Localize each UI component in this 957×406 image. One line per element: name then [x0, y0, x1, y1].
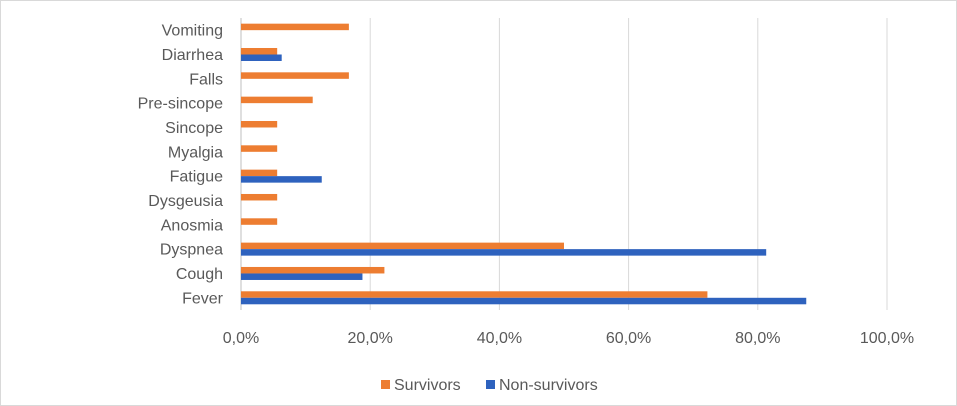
category-labels: Vomiting Diarrhea Falls Pre-sincope Sincope M…	[138, 23, 224, 308]
category-label: Fatigue	[170, 169, 223, 186]
bars	[241, 23, 807, 305]
category-label: Falls	[189, 71, 223, 88]
survivors-bar	[241, 218, 278, 225]
survivors-bar	[241, 47, 278, 55]
category-label: Dysgeusia	[148, 193, 223, 210]
x-tick-labels: 0,0% 20,0% 40,0% 60,0% 80,0% 100,0%	[223, 330, 914, 347]
category-label: Vomiting	[162, 23, 223, 40]
legend-swatch	[486, 380, 495, 389]
survivors-bar	[241, 291, 708, 298]
survivors-bar	[241, 96, 313, 104]
legend-label: Survivors	[394, 377, 461, 394]
x-tick-label: 60,0%	[606, 330, 651, 347]
survivors-bar	[241, 72, 349, 79]
x-tick-label: 20,0%	[348, 330, 393, 347]
non-survivors-bar	[241, 297, 807, 305]
legend-swatch	[381, 380, 390, 389]
category-label: Anosmia	[161, 217, 223, 234]
x-tick-label: 0,0%	[223, 330, 259, 347]
non-survivors-bar	[241, 273, 363, 280]
category-label: Fever	[182, 290, 224, 307]
non-survivors-bar	[241, 249, 767, 256]
category-label: Pre-sincope	[138, 96, 223, 113]
survivors-bar	[241, 193, 278, 201]
category-label: Diarrhea	[162, 47, 223, 64]
x-tick-label: 100,0%	[860, 330, 914, 347]
category-label: Sincope	[165, 120, 223, 137]
survivors-bar	[241, 266, 385, 274]
survivors-bar	[241, 120, 278, 128]
x-tick-label: 40,0%	[477, 330, 522, 347]
legend: Survivors Non-survivors	[381, 377, 598, 394]
survivors-bar	[241, 145, 278, 152]
legend-label: Non-survivors	[499, 377, 598, 394]
category-label: Dyspnea	[160, 242, 223, 259]
x-tick-label: 80,0%	[735, 330, 780, 347]
non-survivors-bar	[241, 54, 282, 61]
survivors-bar	[241, 169, 278, 177]
gridlines	[240, 18, 888, 310]
category-label: Cough	[176, 266, 223, 283]
non-survivors-bar	[241, 176, 322, 183]
survivors-bar	[241, 23, 349, 31]
survivors-bar	[241, 242, 564, 250]
category-label: Myalgia	[168, 144, 223, 161]
